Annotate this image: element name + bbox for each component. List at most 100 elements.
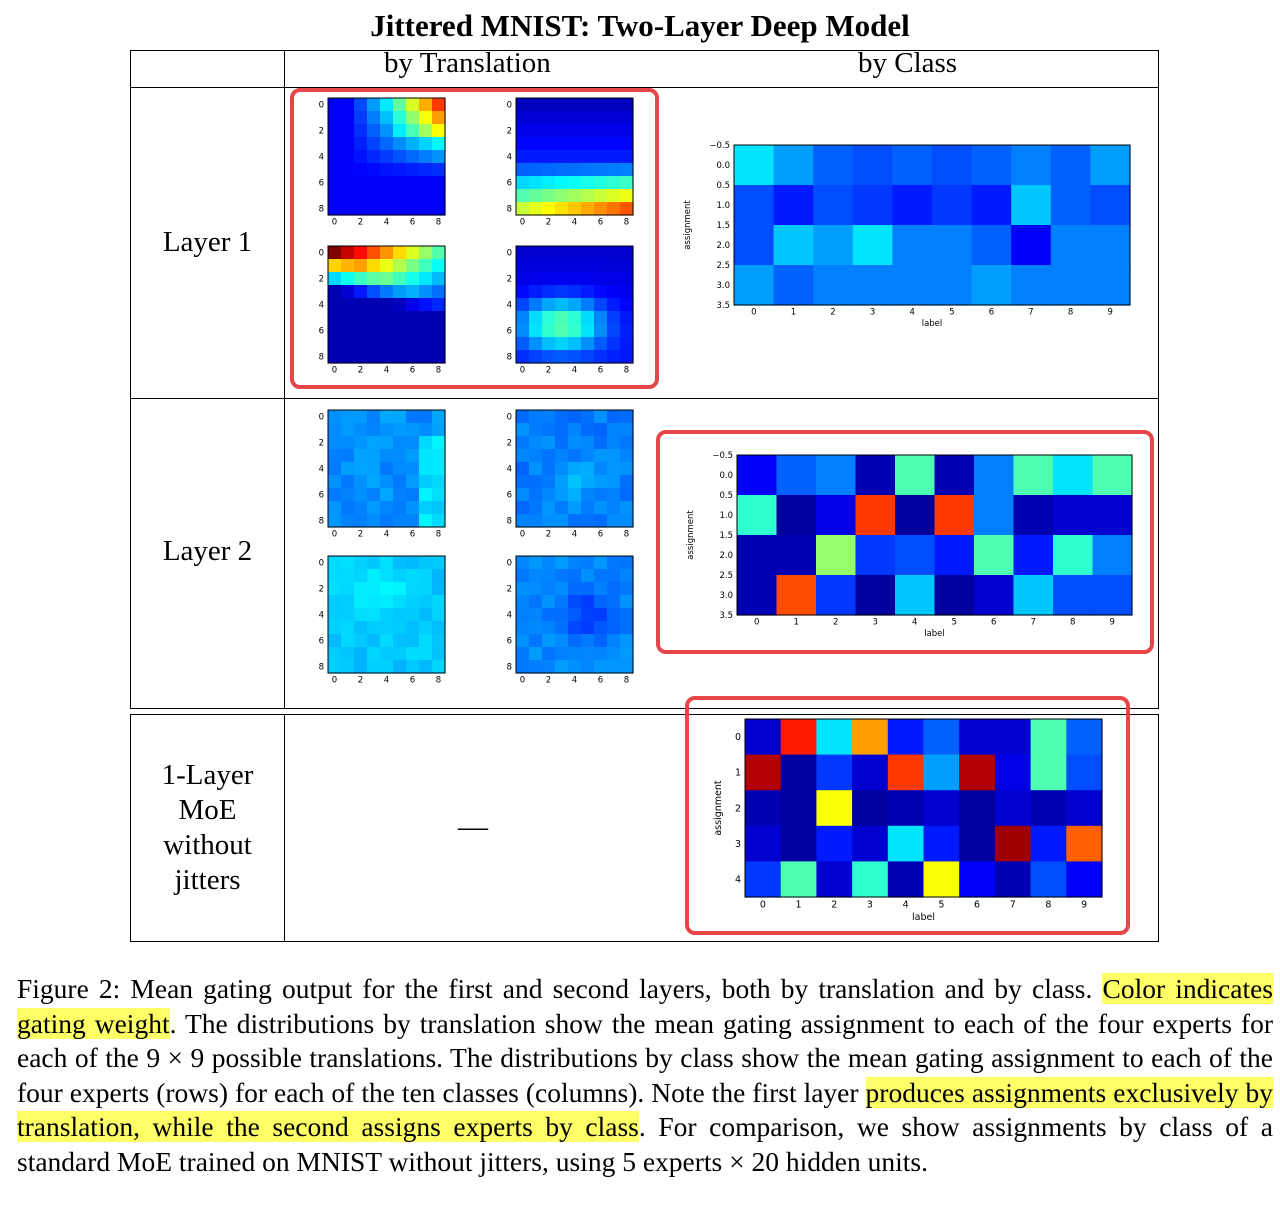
heatmap-cell <box>432 111 446 125</box>
heatmap-cell <box>555 556 569 570</box>
heatmap-cell <box>581 595 595 609</box>
x-tick-label: 7 <box>1028 308 1033 318</box>
heatmap-cell <box>380 311 394 325</box>
heatmap-cell <box>1066 719 1103 756</box>
heatmap-cell <box>341 556 355 570</box>
heatmap-cell <box>594 189 608 203</box>
heatmap-cell <box>1066 825 1103 862</box>
heatmap-cell <box>734 145 775 186</box>
heatmap-cell <box>971 225 1012 266</box>
heatmap-cell <box>542 337 556 351</box>
heatmap-cell <box>555 98 569 112</box>
heatmap-cell <box>620 137 634 151</box>
heatmap-cell <box>959 754 996 791</box>
heatmap-cell <box>529 582 543 596</box>
heatmap-cell <box>529 163 543 177</box>
heatmap-cell <box>568 176 582 190</box>
y-tick-label: 6 <box>507 636 512 646</box>
heatmap-cell <box>419 259 433 273</box>
y-tick-label: 6 <box>319 490 324 500</box>
y-tick-label: 4 <box>507 610 512 620</box>
heatmap-cell <box>341 436 355 450</box>
heatmap-cell <box>432 410 446 424</box>
heatmap-frame <box>515 555 634 674</box>
heatmap-cell <box>607 350 621 364</box>
heatmap-cell <box>594 176 608 190</box>
y-tick-label: 0.0 <box>716 161 730 171</box>
heatmap-cell <box>406 137 420 151</box>
y-tick-label: 8 <box>319 204 324 214</box>
heatmap-cell <box>734 265 775 306</box>
heatmap-cell <box>607 660 621 674</box>
heatmap-cell <box>1090 225 1131 266</box>
heatmap-cell <box>607 410 621 424</box>
heatmap-cell <box>516 137 530 151</box>
heatmap-cell <box>780 790 817 827</box>
heatmap-cell <box>354 98 368 112</box>
heatmap-cell <box>620 124 634 138</box>
y-tick-label: 0 <box>319 558 324 568</box>
heatmap-cell <box>380 488 394 502</box>
x-tick-label: 6 <box>989 308 994 318</box>
heatmap-cell <box>380 189 394 203</box>
heatmap-cell <box>367 124 381 138</box>
x-tick-label: 0 <box>520 530 525 540</box>
x-tick-label: 0 <box>332 530 337 540</box>
y-tick-label: 8 <box>319 662 324 672</box>
heatmap-cell <box>419 647 433 661</box>
heatmap-cell <box>354 660 368 674</box>
heatmap-cell <box>776 495 817 536</box>
heatmap-cell <box>367 660 381 674</box>
heatmap-cell <box>393 285 407 299</box>
heatmap-cell <box>620 569 634 583</box>
heatmap-cell <box>581 137 595 151</box>
heatmap-cell <box>607 176 621 190</box>
heatmap-cell <box>419 660 433 674</box>
heatmap-cell <box>620 98 634 112</box>
heatmap-cell <box>813 185 854 226</box>
heatmap-cell <box>341 582 355 596</box>
heatmap-cell <box>568 285 582 299</box>
heatmap-cell <box>542 350 556 364</box>
heatmap-cell <box>542 595 556 609</box>
y-tick-label: 4 <box>319 152 324 162</box>
heatmap-cell <box>555 163 569 177</box>
heatmap-cell <box>354 569 368 583</box>
heatmap-cell <box>1092 575 1133 616</box>
heatmap-cell <box>620 449 634 463</box>
heatmap-cell <box>555 189 569 203</box>
heatmap-cell <box>1030 754 1067 791</box>
heatmap-cell <box>1053 535 1094 576</box>
heatmap-cell <box>1050 145 1091 186</box>
y-tick-label: 6 <box>507 490 512 500</box>
heatmap-cell <box>542 462 556 476</box>
heatmap-frame <box>515 245 634 364</box>
heatmap-cell <box>393 647 407 661</box>
heatmap-cell <box>620 176 634 190</box>
heatmap-cell <box>393 475 407 489</box>
heatmap-cell <box>393 436 407 450</box>
heatmap-cell <box>328 163 342 177</box>
y-tick-label: 0 <box>735 732 741 743</box>
heatmap-cell <box>380 608 394 622</box>
x-tick-label: 4 <box>384 366 389 376</box>
heatmap-cell <box>607 475 621 489</box>
heatmap-cell <box>607 163 621 177</box>
highlight-box-layer1-translation <box>290 88 659 389</box>
heatmap-cell <box>895 575 936 616</box>
heatmap-cell <box>542 647 556 661</box>
heatmap-cell <box>367 634 381 648</box>
heatmap-cell <box>367 202 381 216</box>
heatmap-cell <box>432 501 446 515</box>
heatmap-cell <box>380 647 394 661</box>
heatmap-cell <box>341 246 355 260</box>
heatmap-cell <box>934 495 975 536</box>
heatmap-cell <box>341 634 355 648</box>
x-axis-label: label <box>922 319 943 329</box>
heatmap-cell <box>380 285 394 299</box>
heatmap-cell <box>542 608 556 622</box>
heatmap-cell <box>620 350 634 364</box>
